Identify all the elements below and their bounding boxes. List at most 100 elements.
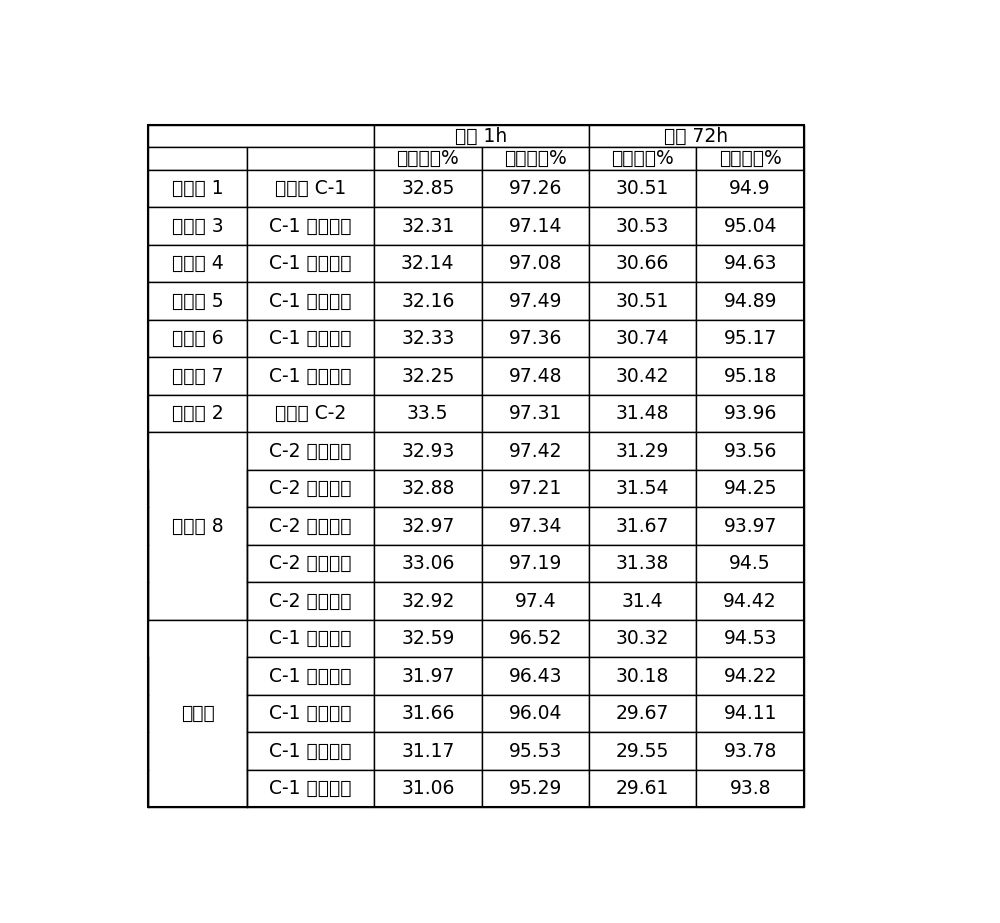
- Bar: [482, 395, 589, 432]
- Text: 95.29: 95.29: [509, 779, 562, 798]
- Bar: [482, 148, 589, 170]
- Bar: [247, 357, 374, 395]
- Text: 32.14: 32.14: [401, 254, 455, 273]
- Bar: [589, 395, 696, 432]
- Bar: [247, 508, 374, 545]
- Text: 30.18: 30.18: [616, 666, 669, 686]
- Text: 31.97: 31.97: [401, 666, 454, 686]
- Bar: [374, 148, 482, 170]
- Bar: [247, 395, 374, 432]
- Text: 96.43: 96.43: [509, 666, 562, 686]
- Text: C-1 再生五次: C-1 再生五次: [269, 366, 352, 386]
- Text: 33.06: 33.06: [401, 554, 454, 573]
- Text: 31.38: 31.38: [616, 554, 669, 573]
- Bar: [696, 695, 804, 732]
- Text: 93.8: 93.8: [729, 779, 771, 798]
- Text: 选择性，%: 选择性，%: [504, 150, 567, 168]
- Bar: [482, 170, 589, 208]
- Text: 30.74: 30.74: [616, 330, 669, 348]
- Bar: [374, 695, 482, 732]
- Bar: [482, 470, 589, 508]
- Text: 30.32: 30.32: [616, 629, 669, 648]
- Text: 实施例 8: 实施例 8: [172, 517, 223, 535]
- Bar: [247, 545, 374, 582]
- Text: C-1 再生一次: C-1 再生一次: [269, 217, 352, 235]
- Bar: [374, 582, 482, 620]
- Text: 实施例 4: 实施例 4: [172, 254, 223, 273]
- Text: 93.96: 93.96: [723, 404, 777, 423]
- Bar: [589, 620, 696, 657]
- Bar: [589, 282, 696, 320]
- Text: C-2 再生一次: C-2 再生一次: [269, 441, 352, 461]
- Text: 转化率，%: 转化率，%: [396, 150, 459, 168]
- Text: 94.22: 94.22: [723, 666, 777, 686]
- Bar: [374, 125, 589, 148]
- Bar: [247, 432, 374, 470]
- Text: C-1 再生四次: C-1 再生四次: [269, 741, 352, 761]
- Bar: [696, 208, 804, 245]
- Text: 95.53: 95.53: [509, 741, 562, 761]
- Text: 实施例 3: 实施例 3: [172, 217, 223, 235]
- Text: 32.85: 32.85: [401, 179, 454, 198]
- Bar: [148, 148, 247, 170]
- Bar: [482, 432, 589, 470]
- Bar: [482, 245, 589, 282]
- Bar: [247, 620, 374, 657]
- Text: 反应 72h: 反应 72h: [664, 126, 729, 146]
- Bar: [482, 282, 589, 320]
- Text: 32.59: 32.59: [401, 629, 454, 648]
- Bar: [696, 432, 804, 470]
- Bar: [696, 245, 804, 282]
- Bar: [589, 770, 696, 808]
- Text: 95.04: 95.04: [723, 217, 777, 235]
- Bar: [589, 148, 696, 170]
- Bar: [247, 320, 374, 357]
- Bar: [374, 357, 482, 395]
- Text: 30.42: 30.42: [616, 366, 669, 386]
- Bar: [589, 208, 696, 245]
- Bar: [374, 282, 482, 320]
- Bar: [247, 770, 374, 808]
- Text: 31.29: 31.29: [616, 441, 669, 461]
- Text: C-2 再生五次: C-2 再生五次: [269, 592, 352, 611]
- Bar: [482, 732, 589, 770]
- Bar: [148, 208, 247, 245]
- Bar: [696, 620, 804, 657]
- Bar: [148, 320, 247, 357]
- Bar: [482, 208, 589, 245]
- Bar: [589, 320, 696, 357]
- Bar: [247, 208, 374, 245]
- Bar: [482, 582, 589, 620]
- Text: C-1 再生三次: C-1 再生三次: [269, 704, 352, 723]
- Text: 97.31: 97.31: [509, 404, 562, 423]
- Bar: [247, 732, 374, 770]
- Text: 32.33: 32.33: [401, 330, 454, 348]
- Text: 97.08: 97.08: [509, 254, 562, 273]
- Bar: [696, 732, 804, 770]
- Bar: [589, 170, 696, 208]
- Text: 32.16: 32.16: [401, 292, 454, 311]
- Text: 30.53: 30.53: [616, 217, 669, 235]
- Bar: [374, 508, 482, 545]
- Bar: [247, 170, 374, 208]
- Text: C-1 再生二次: C-1 再生二次: [269, 254, 352, 273]
- Text: 实施例 6: 实施例 6: [172, 330, 223, 348]
- Bar: [696, 657, 804, 695]
- Bar: [374, 320, 482, 357]
- Bar: [247, 245, 374, 282]
- Text: C-1 再生一次: C-1 再生一次: [269, 629, 352, 648]
- Text: 94.42: 94.42: [723, 592, 777, 611]
- Bar: [482, 357, 589, 395]
- Text: 实施例 5: 实施例 5: [172, 292, 223, 311]
- Text: 实施例 1: 实施例 1: [172, 179, 223, 198]
- Text: 95.18: 95.18: [723, 366, 777, 386]
- Text: C-1 再生二次: C-1 再生二次: [269, 666, 352, 686]
- Bar: [589, 582, 696, 620]
- Text: 反应 1h: 反应 1h: [455, 126, 508, 146]
- Text: 94.11: 94.11: [723, 704, 777, 723]
- Text: 96.52: 96.52: [509, 629, 562, 648]
- Bar: [374, 245, 482, 282]
- Text: 97.19: 97.19: [509, 554, 562, 573]
- Bar: [696, 170, 804, 208]
- Bar: [148, 620, 247, 808]
